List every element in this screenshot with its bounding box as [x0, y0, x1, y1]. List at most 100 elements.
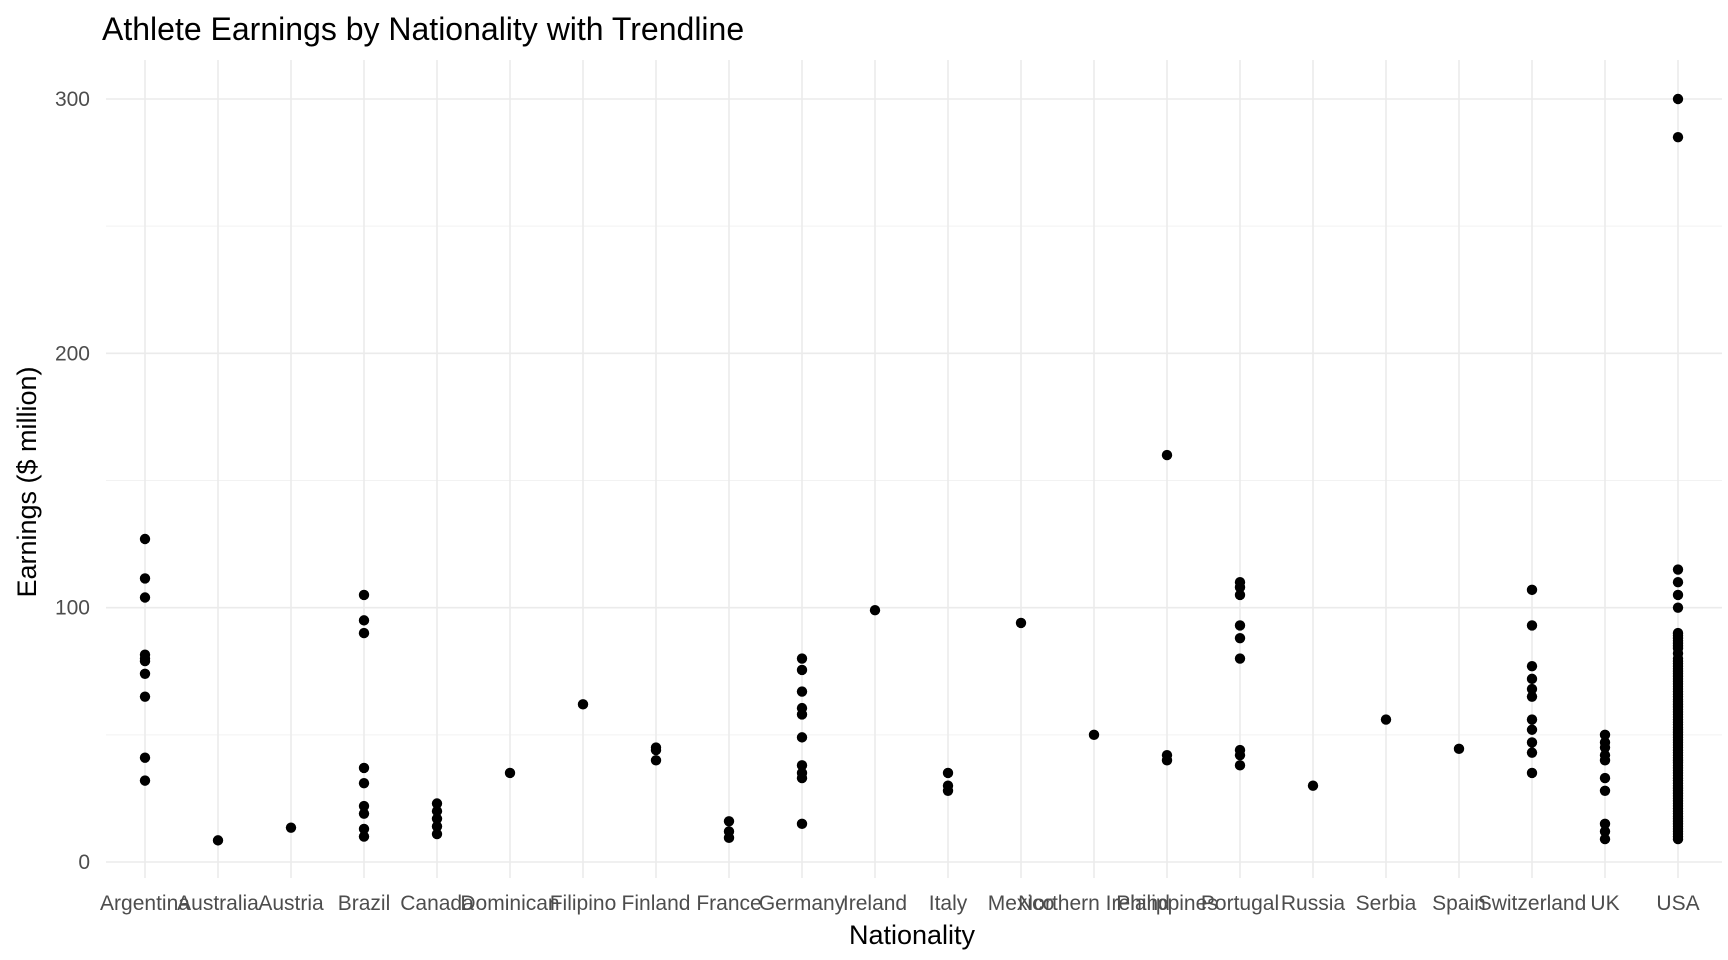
data-point	[1526, 724, 1538, 735]
data-point	[139, 533, 151, 545]
data-points	[139, 93, 1684, 846]
data-point	[869, 605, 881, 616]
x-tick-label: Ireland	[843, 892, 907, 915]
data-point	[431, 828, 443, 840]
data-point	[1599, 742, 1611, 753]
data-point	[358, 627, 370, 639]
data-point	[139, 668, 151, 679]
data-point	[723, 832, 735, 844]
data-point	[358, 831, 370, 842]
data-point	[1672, 833, 1684, 845]
data-point	[1161, 755, 1173, 766]
data-point	[1453, 743, 1465, 755]
data-point	[942, 785, 954, 796]
data-point	[1672, 577, 1684, 588]
data-point	[1526, 691, 1538, 702]
x-tick-label: USA	[1656, 892, 1699, 915]
data-point	[796, 653, 808, 664]
data-point	[1526, 673, 1538, 685]
data-point	[1599, 826, 1611, 837]
x-tick-label: Australia	[177, 892, 259, 915]
data-point	[1088, 729, 1100, 741]
x-tick-label: Finland	[622, 892, 691, 915]
y-tick-label: 300	[55, 88, 90, 111]
data-point	[1015, 617, 1027, 629]
x-tick-label: Russia	[1281, 892, 1346, 915]
data-point	[1234, 620, 1246, 631]
data-point	[358, 762, 370, 774]
data-point	[1599, 729, 1611, 741]
data-point	[1526, 714, 1538, 725]
data-point	[1599, 833, 1611, 845]
x-tick-label: Austria	[258, 892, 324, 915]
x-tick-label: Mexico	[988, 892, 1055, 915]
data-point	[139, 655, 151, 667]
x-tick-label: Serbia	[1356, 892, 1417, 915]
x-tick-label: Dominican	[460, 892, 559, 915]
data-point	[796, 664, 808, 676]
data-point	[1526, 620, 1538, 631]
data-point	[358, 777, 370, 789]
data-point	[431, 805, 443, 817]
data-point	[1526, 747, 1538, 758]
data-point	[139, 592, 151, 603]
data-point	[212, 835, 224, 846]
data-point	[1599, 818, 1611, 830]
data-point	[285, 822, 297, 833]
data-point	[723, 816, 735, 827]
y-axis-tick-labels: 0 100 200 300	[55, 88, 90, 874]
data-point	[796, 772, 808, 784]
data-point	[1599, 755, 1611, 766]
data-point	[1234, 760, 1246, 771]
x-tick-label: Canada	[400, 892, 474, 915]
data-point	[1161, 449, 1173, 461]
data-point	[1526, 660, 1538, 672]
chart-title: Athlete Earnings by Nationality with Tre…	[102, 11, 744, 47]
data-point	[1380, 714, 1392, 725]
data-point	[796, 818, 808, 830]
data-point	[1234, 632, 1246, 644]
x-tick-label: Argentina	[100, 892, 190, 915]
data-point	[1234, 749, 1246, 761]
x-tick-label: Italy	[929, 892, 968, 915]
data-point	[1526, 767, 1538, 779]
data-point	[577, 699, 589, 710]
data-point	[1526, 737, 1538, 748]
data-point	[1672, 93, 1684, 105]
data-point	[431, 798, 443, 809]
data-point	[942, 767, 954, 779]
data-point	[796, 760, 808, 771]
y-tick-label: 200	[55, 342, 90, 365]
x-tick-label: Switzerland	[1478, 892, 1587, 915]
data-point	[796, 732, 808, 743]
data-point	[358, 823, 370, 835]
y-axis-title: Earnings ($ million)	[12, 366, 42, 597]
data-point	[796, 686, 808, 697]
data-point	[358, 589, 370, 601]
x-tick-label: UK	[1590, 892, 1619, 915]
x-tick-label: Brazil	[338, 892, 391, 915]
data-point	[139, 691, 151, 702]
x-tick-label: France	[696, 892, 761, 915]
x-tick-label: Northern Ireland	[1018, 892, 1170, 915]
data-point	[1599, 772, 1611, 784]
data-point	[431, 821, 443, 832]
data-point	[650, 755, 662, 766]
data-point	[1234, 582, 1246, 593]
data-point	[139, 752, 151, 763]
data-point	[1672, 564, 1684, 575]
data-point	[1672, 602, 1684, 613]
data-point	[796, 709, 808, 720]
gridlines	[106, 60, 1722, 878]
x-tick-label: Portugal	[1201, 892, 1279, 915]
data-point	[1307, 780, 1319, 791]
x-tick-label: Filipino	[550, 892, 617, 915]
data-point	[431, 813, 443, 824]
data-point	[1672, 131, 1684, 143]
data-point	[1672, 589, 1684, 601]
x-tick-label: Germany	[759, 892, 846, 915]
data-point	[358, 808, 370, 819]
data-point	[358, 615, 370, 626]
